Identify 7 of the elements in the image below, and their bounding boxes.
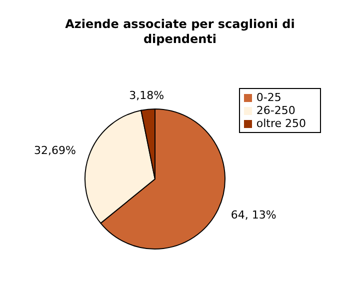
data-label: 3,18% [129,88,164,102]
data-label: 64, 13% [230,208,276,222]
data-label: 32,69% [34,144,76,158]
legend-label: 26-250 [256,104,296,117]
chart-title: Aziende associate per scaglioni di dipendenti [65,17,295,46]
legend-label: oltre 250 [256,117,306,130]
legend-label: 0-25 [256,91,282,104]
